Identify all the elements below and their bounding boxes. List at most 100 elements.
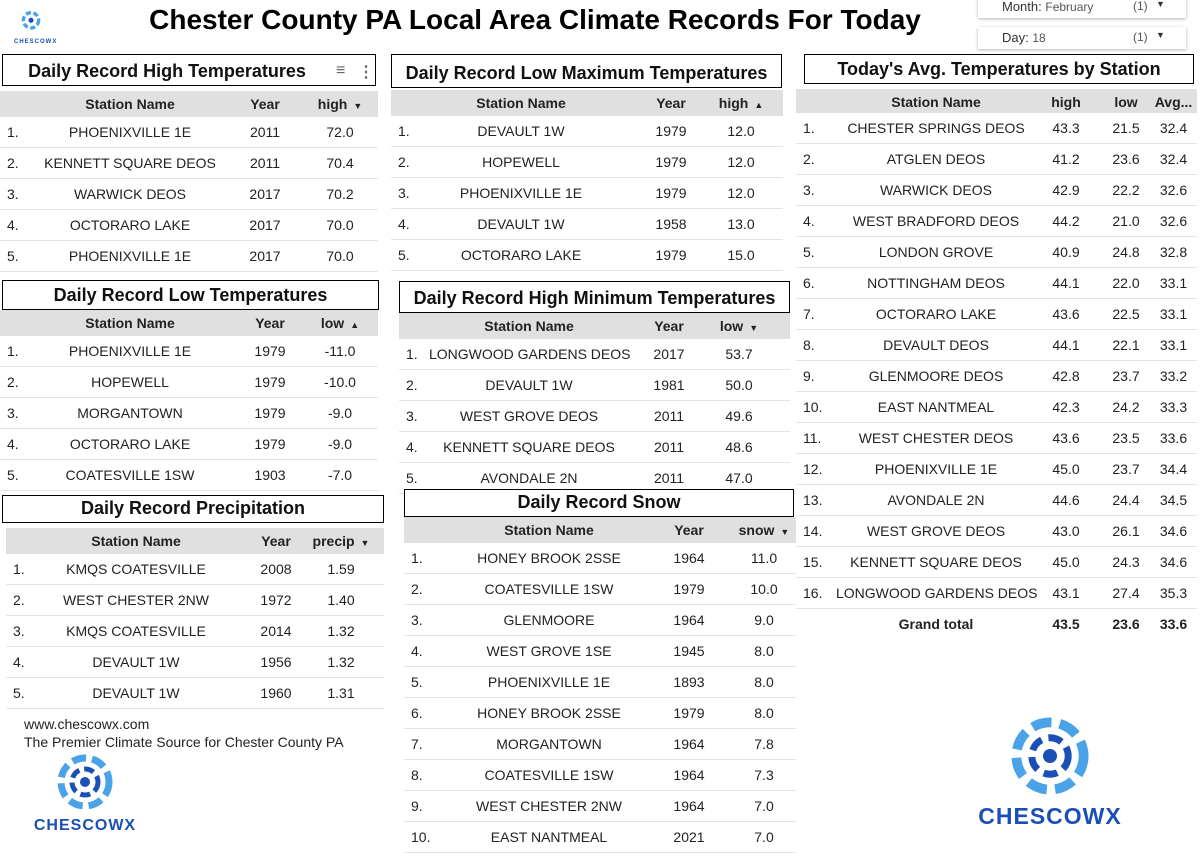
cell-value: 1956 (260, 654, 292, 670)
table-row[interactable]: 1. HONEY BROOK 2SSE 1964 11.0 (404, 543, 796, 574)
column-header[interactable]: Year (251, 528, 301, 554)
table-row[interactable]: 1. DEVAULT 1W 1979 12.0 (391, 116, 783, 147)
table-row[interactable]: 4. OCTORARO LAKE 1979 -9.0 (0, 429, 378, 460)
site-url[interactable]: www.chescowx.com (24, 716, 150, 732)
table-row[interactable]: 2. ATGLEN DEOS 41.2 23.6 32.4 (796, 144, 1197, 175)
table-row[interactable]: 1. CHESTER SPRINGS DEOS 43.3 21.5 32.4 (796, 113, 1197, 144)
table-row[interactable]: 6. HONEY BROOK 2SSE 1979 8.0 (404, 698, 796, 729)
cell-value: 24.3 (1112, 554, 1140, 570)
table-row[interactable]: 9. WEST CHESTER 2NW 1964 7.0 (404, 791, 796, 822)
column-header[interactable]: Station Name (40, 310, 220, 336)
lowmax-title-text: Daily Record Low Maximum Temperatures (405, 63, 768, 83)
cell-value: 1972 (260, 592, 292, 608)
station-name: PHOENIXVILLE 1E (487, 674, 611, 690)
table-row[interactable]: 5. PHOENIXVILLE 1E 1893 8.0 (404, 667, 796, 698)
table-row[interactable]: 3. GLENMOORE 1964 9.0 (404, 605, 796, 636)
sort-arrow-icon[interactable]: ▼ (353, 101, 363, 111)
table-row[interactable]: 13. AVONDALE 2N 44.6 24.4 34.5 (796, 485, 1197, 516)
filter-icon[interactable]: ≡ (336, 62, 346, 79)
column-header[interactable]: low (1101, 89, 1151, 115)
table-row[interactable]: 4. KENNETT SQUARE DEOS 2011 48.6 (399, 432, 790, 463)
table-row[interactable]: 5. OCTORARO LAKE 1979 15.0 (391, 240, 783, 271)
station-name: WEST CHESTER 2NW (476, 798, 622, 814)
more-options-icon[interactable]: ⋮ (358, 64, 374, 81)
column-header[interactable]: Station Name (429, 313, 629, 339)
table-row[interactable]: 4. DEVAULT 1W 1956 1.32 (6, 647, 384, 678)
station-name: EAST NANTMEAL (877, 399, 995, 415)
table-row[interactable]: 7. MORGANTOWN 1964 7.8 (404, 729, 796, 760)
table-row[interactable]: 11. WEST CHESTER DEOS 43.6 23.5 33.6 (796, 423, 1197, 454)
column-header[interactable]: Station Name (836, 89, 1036, 115)
column-header[interactable]: snow ▼ (724, 517, 804, 545)
column-header[interactable]: precip ▼ (306, 528, 376, 556)
table-row[interactable]: 6. NOTTINGHAM DEOS 44.1 22.0 33.1 (796, 268, 1197, 299)
table-row[interactable]: 14. WEST GROVE DEOS 43.0 26.1 34.6 (796, 516, 1197, 547)
table-row[interactable]: 1. LONGWOOD GARDENS DEOS 2017 53.7 (399, 339, 790, 370)
column-header[interactable]: Year (245, 310, 295, 336)
table-row[interactable]: 1. KMQS COATESVILLE 2008 1.59 (6, 554, 384, 585)
table-row[interactable]: 7. OCTORARO LAKE 43.6 22.5 33.1 (796, 299, 1197, 330)
table-row[interactable]: 4. DEVAULT 1W 1958 13.0 (391, 209, 783, 240)
sort-arrow-icon[interactable]: ▲ (754, 100, 764, 110)
cell-value: 33.6 (1159, 430, 1188, 446)
table-row[interactable]: 3. WARWICK DEOS 42.9 22.2 32.6 (796, 175, 1197, 206)
column-header[interactable]: low ▲ (305, 310, 375, 338)
table-row[interactable]: 4. WEST GROVE 1SE 1945 8.0 (404, 636, 796, 667)
column-header[interactable]: Station Name (431, 90, 611, 116)
table-row[interactable]: 12. PHOENIXVILLE 1E 45.0 23.7 34.4 (796, 454, 1197, 485)
table-row[interactable]: 16. LONGWOOD GARDENS DEOS 43.1 27.4 35.3 (796, 578, 1197, 609)
table-row[interactable]: 5. COATESVILLE 1SW 1903 -7.0 (0, 460, 378, 491)
table-row[interactable]: 3. PHOENIXVILLE 1E 1979 12.0 (391, 178, 783, 209)
column-header[interactable]: Avg... (1151, 89, 1196, 115)
table-row[interactable]: 4. WEST BRADFORD DEOS 44.2 21.0 32.6 (796, 206, 1197, 237)
table-row[interactable]: 8. COATESVILLE 1SW 1964 7.3 (404, 760, 796, 791)
column-header[interactable]: Year (644, 313, 694, 339)
column-header[interactable]: Station Name (46, 528, 226, 554)
table-row[interactable]: 15. KENNETT SQUARE DEOS 45.0 24.3 34.6 (796, 547, 1197, 578)
column-header[interactable]: Station Name (444, 517, 654, 543)
table-row[interactable]: 3. WARWICK DEOS 2017 70.2 (0, 179, 378, 210)
cell-value: 23.7 (1112, 368, 1140, 384)
table-row[interactable]: 2. KENNETT SQUARE DEOS 2011 70.4 (0, 148, 378, 179)
sort-arrow-icon[interactable]: ▼ (360, 538, 370, 548)
table-row[interactable]: 8. DEVAULT DEOS 44.1 22.1 33.1 (796, 330, 1197, 361)
cell-value: 1979 (254, 343, 286, 359)
month-filter[interactable]: Month: February (1) ▼ (978, 0, 1186, 18)
table-row[interactable]: 2. HOPEWELL 1979 -10.0 (0, 367, 378, 398)
column-header-label: Year (261, 533, 291, 549)
table-row[interactable]: 5. LONDON GROVE 40.9 24.8 32.8 (796, 237, 1197, 268)
table-row[interactable]: 9. GLENMOORE DEOS 42.8 23.7 33.2 (796, 361, 1197, 392)
table-row[interactable]: 5. DEVAULT 1W 1960 1.31 (6, 678, 384, 709)
column-header[interactable]: Station Name (40, 91, 220, 117)
table-row[interactable]: 2. DEVAULT 1W 1981 50.0 (399, 370, 790, 401)
day-filter[interactable]: Day: 18 (1) ▼ (978, 27, 1186, 49)
table-row[interactable]: 2. WEST CHESTER 2NW 1972 1.40 (6, 585, 384, 616)
table-row[interactable]: 3. MORGANTOWN 1979 -9.0 (0, 398, 378, 429)
cell-value: 8.0 (754, 674, 774, 690)
table-row[interactable]: 2. COATESVILLE 1SW 1979 10.0 (404, 574, 796, 605)
table-row[interactable]: 5. PHOENIXVILLE 1E 2017 70.0 (0, 241, 378, 272)
station-name: CHESTER SPRINGS DEOS (847, 120, 1025, 136)
column-header[interactable]: low ▼ (704, 313, 774, 341)
cell-value: 70.0 (326, 248, 354, 264)
column-header[interactable]: high ▼ (300, 91, 380, 119)
sort-arrow-icon[interactable]: ▼ (780, 527, 790, 537)
sort-arrow-icon[interactable]: ▲ (350, 320, 360, 330)
table-row[interactable]: 3. WEST GROVE DEOS 2011 49.6 (399, 401, 790, 432)
table-row[interactable]: 4. OCTORARO LAKE 2017 70.0 (0, 210, 378, 241)
cell-value: 1979 (254, 374, 286, 390)
table-row[interactable]: 1. PHOENIXVILLE 1E 1979 -11.0 (0, 336, 378, 367)
table-row[interactable]: 2. HOPEWELL 1979 12.0 (391, 147, 783, 178)
column-header[interactable]: Year (646, 90, 696, 116)
column-header[interactable]: Year (669, 517, 709, 543)
table-row[interactable]: 1. PHOENIXVILLE 1E 2011 72.0 (0, 117, 378, 148)
column-header[interactable]: high ▲ (706, 90, 776, 118)
high-title-text: Daily Record High Temperatures (28, 61, 306, 81)
column-header[interactable]: Year (240, 91, 290, 117)
table-row[interactable]: 3. KMQS COATESVILLE 2014 1.32 (6, 616, 384, 647)
sort-arrow-icon[interactable]: ▼ (749, 323, 759, 333)
table-row[interactable]: 10. EAST NANTMEAL 42.3 24.2 33.3 (796, 392, 1197, 423)
column-header[interactable]: high (1041, 89, 1091, 115)
table-row[interactable]: 10. EAST NANTMEAL 2021 7.0 (404, 822, 796, 853)
column-header-label: Station Name (85, 96, 175, 112)
